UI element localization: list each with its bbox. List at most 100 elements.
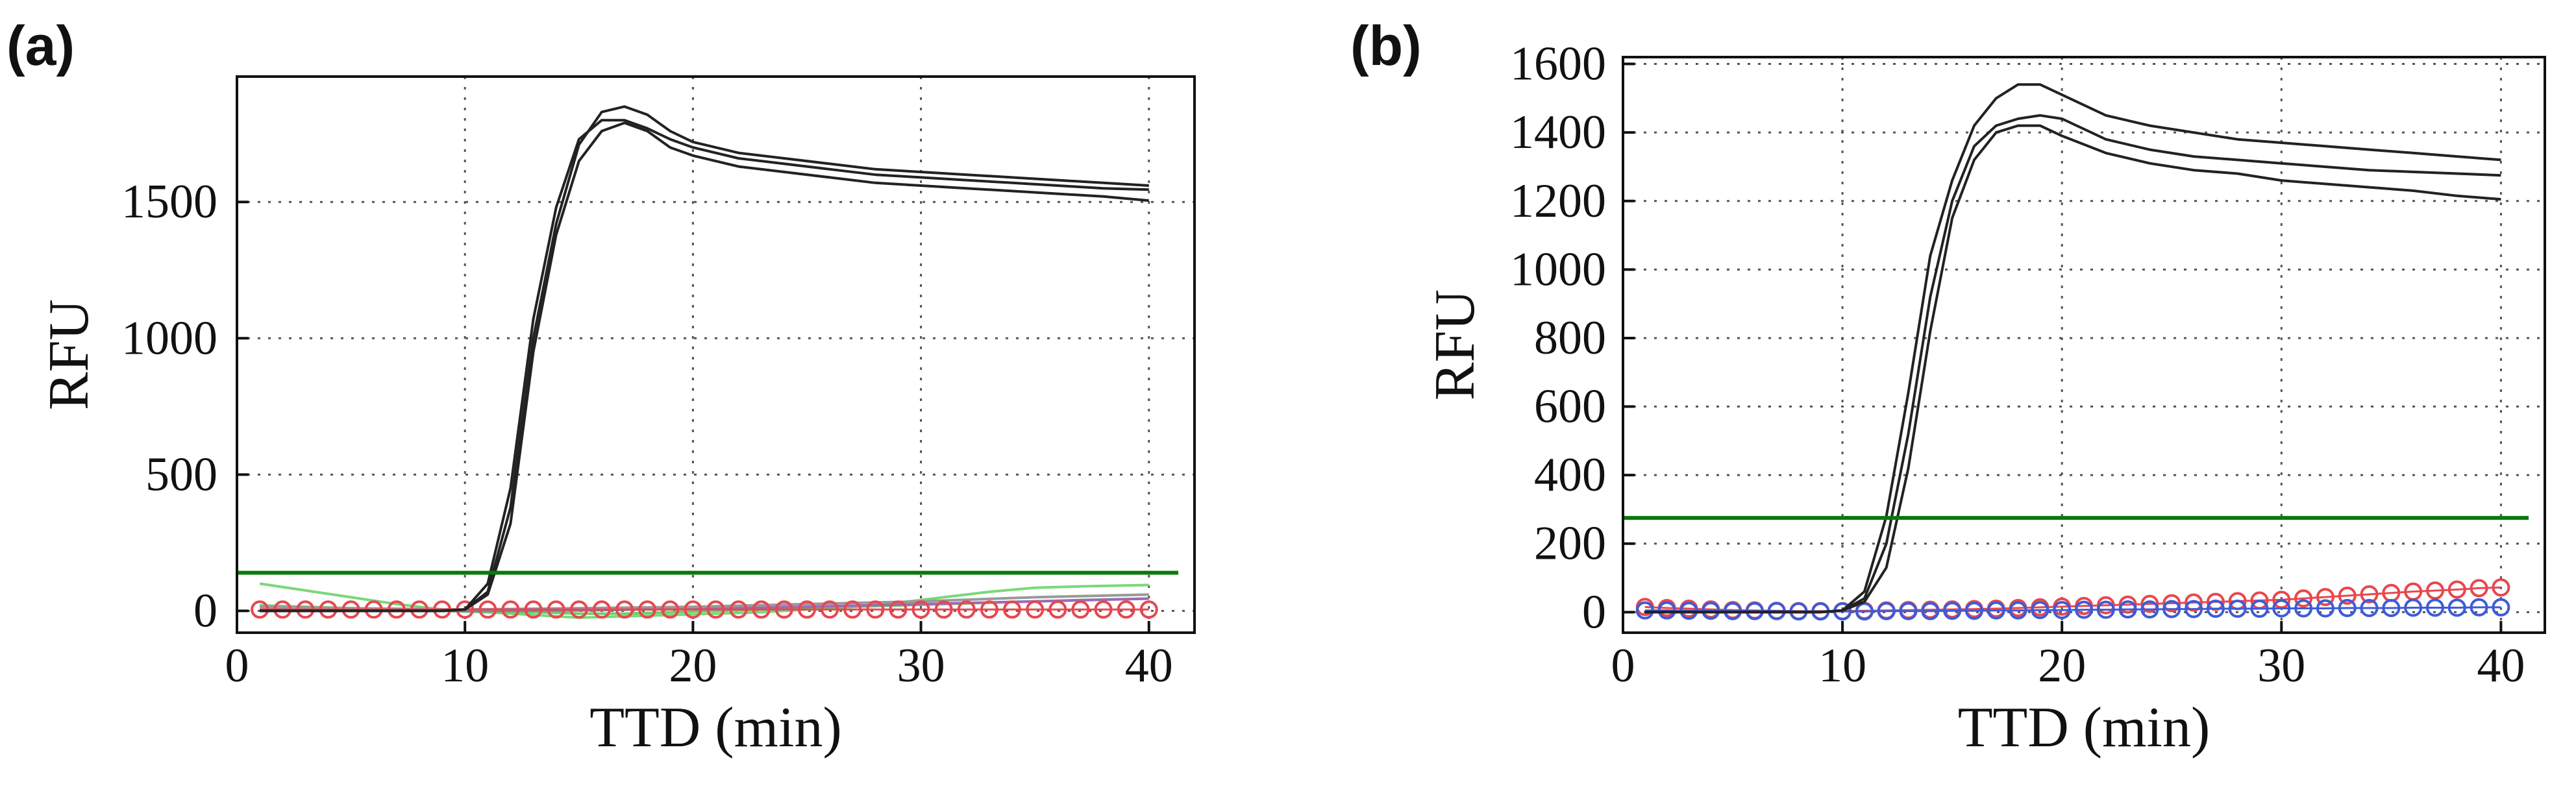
data-point-negative-blue — [2185, 600, 2203, 618]
data-point-negative-blue — [2382, 598, 2401, 617]
data-point-negative-red — [957, 600, 976, 619]
data-point-negative-red — [2140, 594, 2159, 613]
data-point-negative-red — [569, 600, 588, 619]
data-point-negative-red — [319, 600, 338, 619]
series-group — [1635, 83, 2510, 621]
data-point-negative-blue — [2009, 601, 2027, 620]
data-point-negative-red — [2316, 588, 2334, 607]
x-tick-label: 30 — [897, 639, 945, 692]
data-point-negative-red — [1094, 600, 1113, 619]
y-tick-label: 1000 — [121, 311, 217, 365]
data-point-negative-red — [2360, 585, 2379, 603]
data-point-negative-blue — [2492, 598, 2510, 616]
data-point-negative-red — [387, 600, 406, 619]
data-point-negative-blue — [2140, 600, 2159, 619]
x-tick-label: 20 — [2038, 639, 2086, 692]
data-point-negative-red — [251, 600, 269, 619]
data-point-negative-blue — [2338, 598, 2357, 617]
panel-label: (a) — [6, 15, 75, 77]
data-point-negative-red — [364, 600, 383, 619]
x-axis-label: TTD (min) — [1958, 696, 2211, 759]
data-point-negative-red — [752, 600, 771, 619]
data-point-negative-red — [774, 600, 793, 619]
data-point-negative-red — [866, 600, 885, 619]
chart-panel-b: (b)0 10 20 30 400200400600800100012001400160… — [1350, 15, 2546, 759]
data-point-negative-red — [911, 600, 930, 619]
data-point-negative-red — [661, 600, 680, 619]
x-tick-label: 10 — [441, 639, 489, 692]
data-point-negative-blue — [2031, 601, 2050, 620]
y-tick-label: 1600 — [1510, 38, 1606, 91]
data-point-negative-blue — [1964, 602, 1983, 620]
y-tick-label: 400 — [1534, 448, 1606, 502]
data-point-negative-red — [684, 600, 702, 619]
data-point-negative-red — [501, 600, 520, 619]
data-point-negative-red — [980, 600, 998, 619]
x-tick-label: 20 — [669, 639, 717, 692]
x-tick-label: 40 — [1125, 639, 1173, 692]
data-point-negative-red — [2185, 593, 2203, 612]
data-point-negative-red — [2118, 595, 2137, 614]
y-tick-label: 1200 — [1510, 175, 1606, 228]
plot-frame — [1622, 56, 2546, 634]
data-point-negative-blue — [2316, 599, 2334, 618]
data-point-negative-red — [2492, 578, 2510, 597]
y-tick-label: 1500 — [121, 175, 217, 228]
data-point-negative-blue — [1635, 601, 1654, 620]
data-point-negative-blue — [2470, 598, 2488, 616]
y-tick-label: 200 — [1534, 517, 1606, 570]
x-tick-label: 10 — [1818, 639, 1866, 692]
data-point-negative-red — [1026, 600, 1045, 619]
data-point-negative-red — [273, 600, 292, 619]
data-point-negative-blue — [2053, 601, 2072, 620]
series-group — [251, 105, 1158, 619]
data-point-negative-red — [592, 600, 611, 619]
series-line-positive-3 — [1644, 124, 2501, 614]
series-line-positive-1 — [1644, 83, 2501, 614]
plot-frame — [236, 75, 1196, 634]
series-line-positive-2 — [260, 119, 1149, 613]
x-tick-label: 0 — [1611, 639, 1635, 692]
series-line-positive-2 — [1644, 114, 2501, 614]
data-point-negative-blue — [2228, 600, 2247, 618]
data-point-negative-red — [797, 600, 816, 619]
data-point-negative-blue — [2294, 599, 2313, 618]
x-axis-label: TTD (min) — [589, 696, 842, 759]
data-point-negative-red — [410, 600, 428, 619]
data-point-negative-blue — [2096, 600, 2115, 619]
data-point-negative-red — [1003, 600, 1022, 619]
data-point-negative-red — [547, 600, 565, 619]
data-point-negative-red — [2162, 594, 2181, 613]
data-point-negative-red — [2294, 589, 2313, 608]
data-point-negative-red — [934, 600, 953, 619]
data-point-negative-blue — [2206, 600, 2225, 618]
y-tick-label: 800 — [1534, 311, 1606, 365]
y-tick-label: 1000 — [1510, 243, 1606, 296]
y-tick-label: 1400 — [1510, 106, 1606, 159]
data-point-negative-blue — [2250, 600, 2269, 618]
data-point-negative-blue — [1943, 602, 1962, 620]
data-point-negative-blue — [2447, 598, 2466, 617]
x-tick-label: 30 — [2257, 639, 2305, 692]
y-tick-label: 0 — [1582, 585, 1606, 639]
x-tick-label: 0 — [225, 639, 249, 692]
data-point-negative-red — [1071, 600, 1090, 619]
y-tick-label: 500 — [145, 448, 217, 501]
data-point-negative-blue — [1679, 602, 1698, 620]
data-point-negative-red — [706, 600, 725, 619]
y-axis-label: RFU — [38, 299, 101, 410]
data-point-negative-red — [2470, 579, 2488, 598]
data-point-negative-blue — [1877, 602, 1896, 620]
y-tick-label: 600 — [1534, 380, 1606, 433]
data-point-negative-red — [2447, 580, 2466, 599]
data-point-negative-red — [729, 600, 748, 619]
data-point-negative-blue — [2425, 598, 2444, 617]
series-line-positive-3 — [260, 121, 1149, 613]
data-point-negative-red — [615, 600, 634, 619]
data-point-negative-red — [2425, 581, 2444, 600]
data-point-negative-blue — [1921, 602, 1940, 620]
data-point-negative-blue — [1855, 602, 1874, 621]
data-point-negative-red — [1117, 600, 1135, 619]
chart-panel-a: (a) 0 10 20 30 40 0 500 1000 1500 TTD (min) RFU — [6, 15, 1196, 759]
